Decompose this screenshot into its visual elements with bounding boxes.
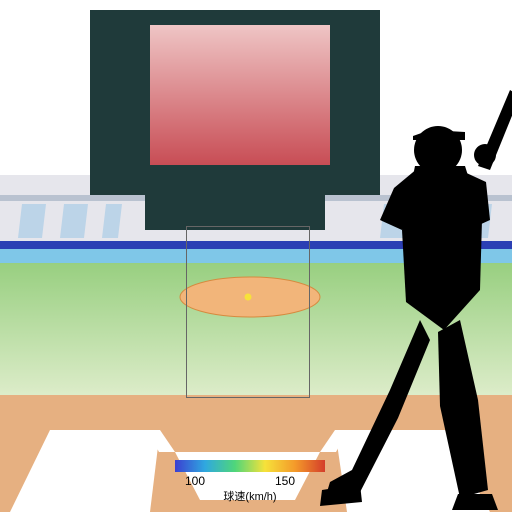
legend-tick: 150	[270, 474, 300, 488]
legend-label: 球速(km/h)	[175, 488, 325, 504]
legend-gradient	[175, 460, 325, 472]
legend-tick: 100	[180, 474, 210, 488]
strike-zone	[186, 226, 310, 398]
